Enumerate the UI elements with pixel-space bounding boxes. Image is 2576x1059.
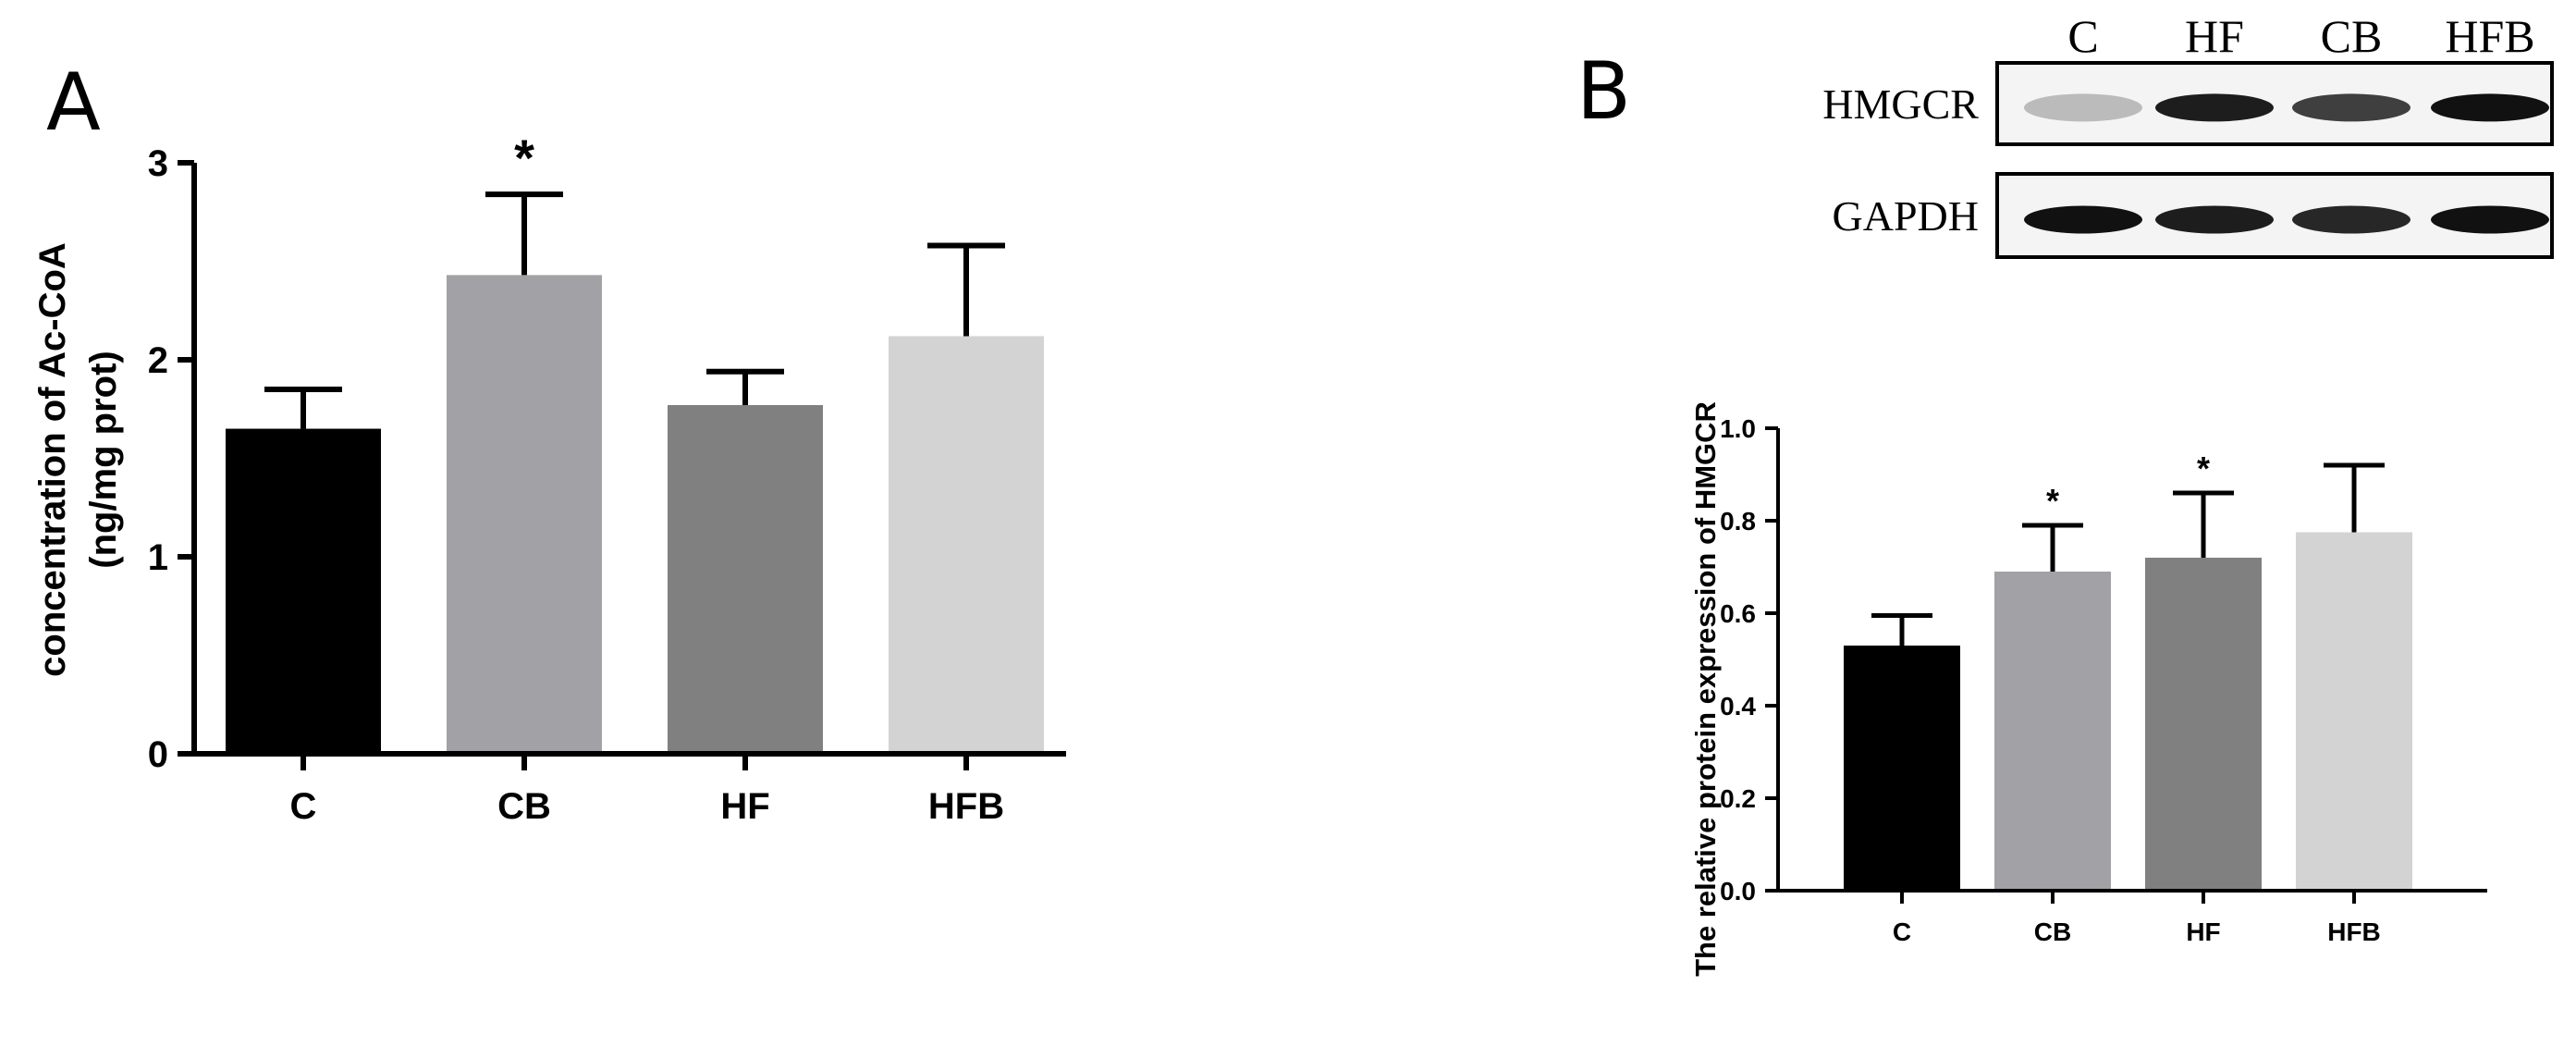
chart-b-x-ticks: C CB HF HFB (1893, 891, 2381, 946)
significance-star: * (514, 129, 534, 187)
blot-band (2155, 205, 2274, 234)
bar-hfb (2296, 532, 2412, 891)
chart-b-significance: ** (2046, 449, 2210, 520)
x-tick-label: C (290, 786, 317, 827)
blot-band (2431, 93, 2549, 122)
y-tick-label: 0.8 (1720, 507, 1756, 536)
blot-row-label: HMGCR (1822, 80, 1979, 128)
chart-b-y-ticks: 0.0 0.2 0.4 0.6 0.8 1.0 (1720, 414, 1778, 905)
y-tick-label: 0.4 (1720, 692, 1756, 720)
blot-band (2024, 205, 2142, 234)
y-tick-label: 2 (148, 340, 168, 381)
chart-a-bars (226, 275, 1044, 754)
blot-band (2024, 93, 2142, 122)
blot-band (2155, 93, 2274, 122)
bar-hfb (889, 336, 1044, 754)
chart-a-x-ticks: C CB HF HFB (290, 754, 1004, 827)
chart-b-error-bars (1871, 462, 2385, 646)
blot-row-label: GAPDH (1833, 192, 1979, 240)
x-tick-label: C (1893, 917, 1911, 946)
y-tick-label: 0.2 (1720, 784, 1756, 813)
chart-a-y-ticks: 0 1 2 3 (148, 143, 194, 775)
panel-a-letter: A (46, 56, 101, 149)
blot-lane-label: C (2067, 10, 2098, 62)
x-tick-label: HFB (928, 786, 1004, 827)
blot-band (2292, 93, 2410, 122)
x-tick-label: CB (497, 786, 551, 827)
bar-hf (668, 404, 823, 754)
blot-rows: HMGCR GAPDH (1822, 61, 2554, 259)
y-tick-label: 3 (148, 143, 168, 184)
bar-cb (1994, 572, 2111, 891)
chart-a-significance: * (514, 129, 534, 187)
western-blot: C HF CB HFB HMGCR GAPDH (1822, 10, 2554, 259)
blot-lane-label: CB (2321, 10, 2383, 62)
bar-hf (2145, 558, 2262, 891)
y-tick-label: 1.0 (1720, 414, 1756, 443)
x-tick-label: HFB (2327, 917, 2381, 946)
chart-b: 0.00.20.40.60.81.0 C CB HF HFB ** The relat… (1689, 401, 2487, 977)
y-tick-label: 1 (148, 537, 168, 578)
y-tick-label: 0.0 (1720, 877, 1756, 905)
bar-cb (447, 275, 602, 754)
bar-c (226, 428, 381, 754)
x-tick-label: CB (2034, 917, 2071, 946)
blot-lane-labels: C HF CB HFB (2067, 10, 2534, 62)
chart-a-ylabel-line2: (ng/mg prot) (83, 351, 124, 569)
x-tick-label: HF (2186, 917, 2220, 946)
y-tick-label: 0 (148, 734, 168, 775)
x-tick-label: HF (720, 786, 769, 827)
blot-band (2431, 205, 2549, 234)
blot-lane-label: HF (2185, 10, 2244, 62)
blot-band (2292, 205, 2410, 234)
y-tick-label: 0.6 (1720, 599, 1756, 628)
panel-b-letter: B (1576, 45, 1631, 138)
blot-lane-label: HFB (2445, 10, 2534, 62)
chart-b-ylabel: The relative protein expression of HMGCR (1689, 401, 1722, 977)
chart-b-bars (1844, 532, 2412, 891)
bar-c (1844, 646, 1960, 891)
chart-a-error-bars (264, 191, 1005, 429)
chart-a-ylabel-line1: concentration of Ac-CoA (32, 242, 73, 677)
significance-star: * (2046, 482, 2059, 520)
significance-star: * (2197, 449, 2210, 487)
